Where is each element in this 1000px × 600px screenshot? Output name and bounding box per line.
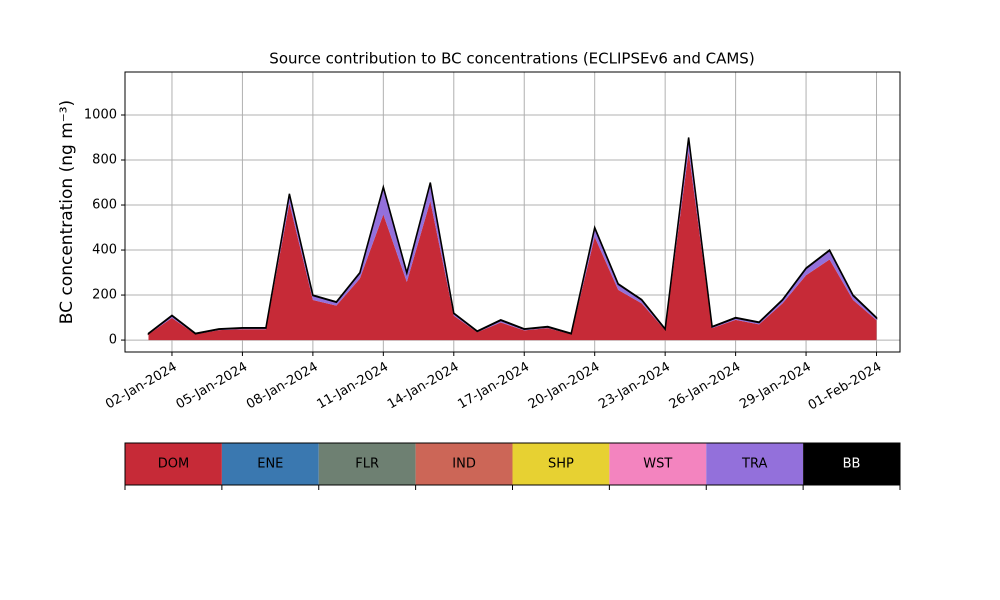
y-tick-label: 400 <box>92 243 117 258</box>
legend-label: WST <box>643 457 672 472</box>
legend-label: DOM <box>158 457 189 472</box>
area <box>148 151 877 335</box>
y-tick-label: 200 <box>92 288 117 303</box>
x-tick-label: 05-Jan-2024 <box>174 360 251 413</box>
x-tick-label: 14-Jan-2024 <box>385 360 462 413</box>
legend-swatch <box>415 443 513 485</box>
area <box>148 137 877 335</box>
y-tick-label: 600 <box>92 198 117 213</box>
legend-label: TRA <box>741 457 767 472</box>
area <box>148 151 877 335</box>
area <box>148 151 877 341</box>
plot-frame <box>124 71 901 353</box>
area <box>148 151 877 335</box>
area <box>147 137 878 336</box>
legend-swatch <box>221 443 319 485</box>
area <box>148 151 877 335</box>
legend-label: ENE <box>257 457 283 472</box>
legend-swatch <box>512 443 610 485</box>
y-axis-label: BC concentration (ng m⁻³) <box>57 100 77 324</box>
x-tick-label: 11-Jan-2024 <box>314 360 391 413</box>
y-tick-label: 800 <box>92 153 117 168</box>
legend-label: SHP <box>548 457 574 472</box>
legend-swatch <box>803 443 900 485</box>
legend-swatch <box>125 443 222 485</box>
legend-swatch <box>609 443 707 485</box>
x-tick-label: 26-Jan-2024 <box>667 360 744 413</box>
x-tick-label: 01-Feb-2024 <box>806 360 885 414</box>
legend-label: FLR <box>355 457 379 472</box>
legend-frame <box>124 442 901 486</box>
x-tick-label: 17-Jan-2024 <box>455 360 532 413</box>
x-tick-label: 23-Jan-2024 <box>596 360 673 413</box>
x-tick-label: 02-Jan-2024 <box>103 360 180 413</box>
legend-swatch <box>318 443 416 485</box>
legend-label: BB <box>843 457 861 472</box>
legend-label: IND <box>452 457 476 472</box>
legend-swatch <box>706 443 804 485</box>
chart-title: Source contribution to BC concentrations… <box>269 50 754 68</box>
x-tick-label: 29-Jan-2024 <box>737 360 814 413</box>
y-tick-label: 0 <box>109 333 117 348</box>
area <box>148 151 877 335</box>
x-tick-label: 08-Jan-2024 <box>244 360 321 413</box>
x-tick-label: 20-Jan-2024 <box>526 360 603 413</box>
y-tick-label: 1000 <box>84 107 117 122</box>
